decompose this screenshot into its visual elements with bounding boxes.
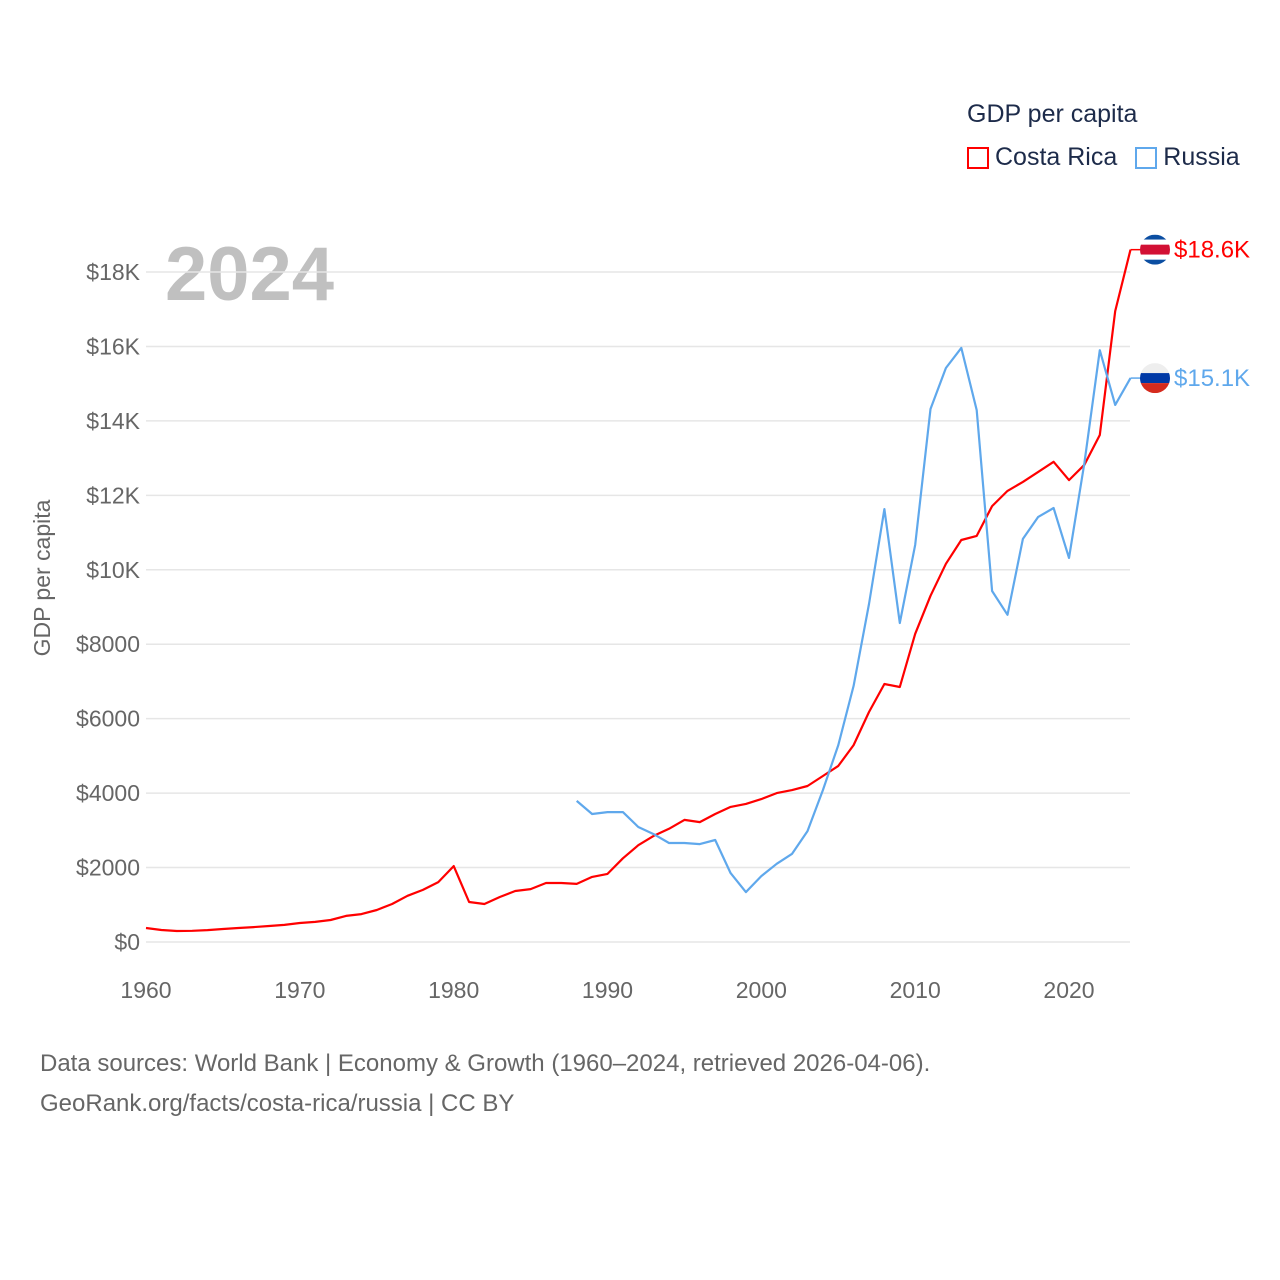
data-sources: Data sources: World Bank | Economy & Gro… (40, 1050, 931, 1077)
y-tick-label: $0 (114, 929, 140, 955)
flag-stripe (1140, 259, 1170, 265)
attribution: GeoRank.org/facts/costa-rica/russia | CC… (40, 1090, 515, 1117)
y-tick-label: $6000 (76, 706, 140, 732)
end-value-label-costa-rica: $18.6K (1174, 237, 1250, 264)
y-tick-label: $12K (86, 482, 140, 508)
flag-stripe (1140, 373, 1170, 384)
footer: Data sources: World Bank | Economy & Gro… (40, 1044, 930, 1124)
flag-russia-icon (1140, 363, 1170, 394)
legend-item-costa-rica[interactable]: Costa Rica (967, 143, 1117, 172)
series-line-costa-rica (145, 249, 1132, 933)
flag-stripe (1140, 254, 1170, 260)
legend-label: Costa Rica (995, 143, 1118, 171)
y-tick-label: $14K (86, 408, 140, 434)
y-tick-label: $10K (86, 557, 140, 583)
x-tick-label: 1980 (428, 977, 479, 1003)
flag-stripes (1140, 363, 1170, 394)
series-line-russia (575, 346, 1132, 894)
legend-title: GDP per capita (967, 100, 1138, 128)
year-watermark: 2024 (165, 232, 334, 317)
flag-stripe (1140, 234, 1170, 240)
flag-stripe (1140, 363, 1170, 374)
y-tick-label: $2000 (76, 855, 140, 881)
x-tick-label: 1990 (582, 977, 633, 1003)
y-tick-label: $4000 (76, 780, 140, 806)
y-tick-label: $18K (86, 259, 140, 285)
legend-item-russia[interactable]: Russia (1135, 143, 1240, 172)
y-axis-label: GDP per capita (29, 499, 55, 656)
x-tick-label: 2010 (890, 977, 941, 1003)
x-tick-label: 2000 (736, 977, 787, 1003)
legend-swatch-costa-rica (967, 146, 989, 169)
y-tick-label: $16K (86, 333, 140, 359)
flag-stripes (1140, 234, 1170, 265)
x-tick-label: 1960 (120, 977, 171, 1003)
legend-label: Russia (1163, 143, 1240, 171)
x-tick-label: 2020 (1043, 977, 1094, 1003)
y-tick-label: $8000 (76, 631, 140, 657)
flag-stripe (1140, 244, 1170, 255)
legend-swatch-russia (1135, 146, 1158, 169)
end-value-label-russia: $15.1K (1174, 365, 1250, 392)
flag-costa-rica-icon (1140, 234, 1170, 265)
flag-stripe (1140, 239, 1170, 245)
legend: Costa Rica Russia (967, 143, 1240, 172)
flag-stripe (1140, 383, 1170, 394)
x-tick-label: 1970 (274, 977, 325, 1003)
